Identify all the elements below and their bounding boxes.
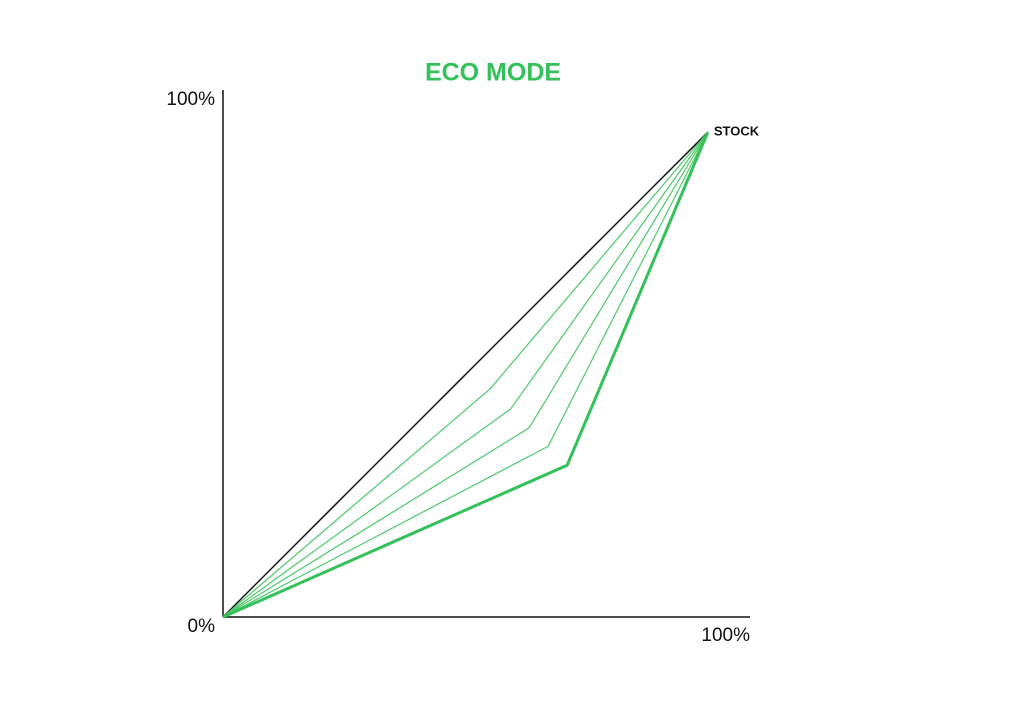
y-tick-label: 100%: [166, 89, 215, 110]
x-tick-label: 100%: [701, 625, 750, 646]
annotation: STOCK: [714, 124, 760, 139]
line: [222, 131, 709, 618]
line: [222, 131, 710, 619]
chart-title: ECO MODE: [425, 59, 561, 87]
line: [222, 131, 709, 618]
line: [222, 131, 709, 618]
line: [222, 131, 709, 618]
y-tick-label: 0%: [188, 616, 216, 637]
line: [222, 131, 709, 618]
